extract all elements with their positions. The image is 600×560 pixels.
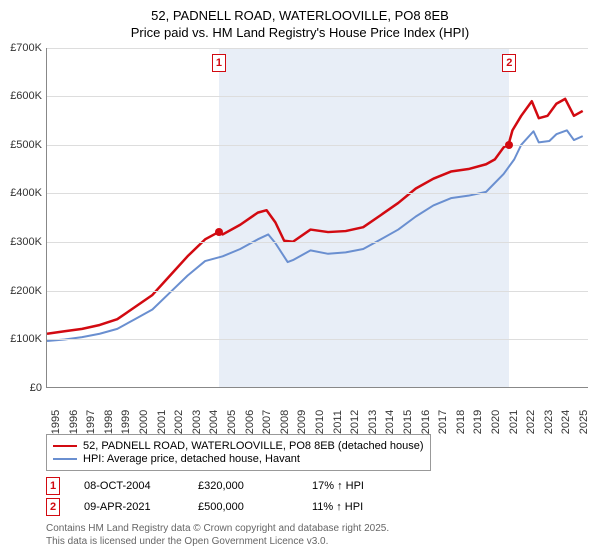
footer-line1: Contains HM Land Registry data © Crown c…	[46, 522, 588, 535]
transaction-marker: 2	[46, 498, 60, 516]
x-tick-label: 2010	[314, 410, 326, 434]
x-tick-label: 2008	[279, 410, 291, 434]
x-tick-label: 2013	[367, 410, 379, 434]
gridline	[47, 96, 588, 97]
marker-box-1: 1	[212, 54, 226, 72]
transaction-price: £320,000	[198, 480, 288, 492]
marker-box-2: 2	[502, 54, 516, 72]
y-tick-label: £600K	[10, 90, 42, 102]
gridline	[47, 193, 588, 194]
legend-label: HPI: Average price, detached house, Hava…	[83, 453, 300, 465]
transaction-delta: 11% ↑ HPI	[312, 501, 402, 513]
transaction-marker: 1	[46, 477, 60, 495]
x-tick-label: 2004	[208, 410, 220, 434]
x-tick-label: 2006	[244, 410, 256, 434]
transaction-row: 2 09-APR-2021 £500,000 11% ↑ HPI	[46, 498, 588, 516]
chart-title: 52, PADNELL ROAD, WATERLOOVILLE, PO8 8EB…	[12, 8, 588, 42]
legend-label: 52, PADNELL ROAD, WATERLOOVILLE, PO8 8EB…	[83, 440, 424, 452]
transaction-row: 1 08-OCT-2004 £320,000 17% ↑ HPI	[46, 477, 588, 495]
legend-swatch	[53, 445, 77, 447]
footer-attribution: Contains HM Land Registry data © Crown c…	[46, 522, 588, 548]
x-tick-label: 2005	[226, 410, 238, 434]
chart: £0£100K£200K£300K£400K£500K£600K£700K 12…	[12, 48, 588, 428]
gridline	[47, 339, 588, 340]
series-price_paid	[47, 99, 583, 334]
title-line2: Price paid vs. HM Land Registry's House …	[12, 25, 588, 42]
x-tick-label: 2011	[332, 410, 344, 434]
x-tick-label: 2009	[296, 410, 308, 434]
y-tick-label: £700K	[10, 42, 42, 54]
x-tick-label: 2000	[138, 410, 150, 434]
x-tick-label: 2018	[455, 410, 467, 434]
gridline	[47, 48, 588, 49]
gridline	[47, 242, 588, 243]
marker-dot-2	[505, 141, 513, 149]
legend-swatch	[53, 458, 77, 460]
x-tick-label: 2007	[261, 410, 273, 434]
transaction-delta: 17% ↑ HPI	[312, 480, 402, 492]
x-tick-label: 2021	[508, 410, 520, 434]
footer-line2: This data is licensed under the Open Gov…	[46, 535, 588, 548]
x-tick-label: 2017	[437, 410, 449, 434]
x-tick-label: 2019	[472, 410, 484, 434]
x-tick-label: 2023	[543, 410, 555, 434]
title-line1: 52, PADNELL ROAD, WATERLOOVILLE, PO8 8EB	[12, 8, 588, 25]
x-tick-label: 1997	[85, 410, 97, 434]
gridline	[47, 291, 588, 292]
x-tick-label: 1995	[50, 410, 62, 434]
x-tick-label: 2001	[156, 410, 168, 434]
y-tick-label: £100K	[10, 333, 42, 345]
x-tick-label: 2012	[349, 410, 361, 434]
x-tick-label: 1999	[120, 410, 132, 434]
y-tick-label: £300K	[10, 236, 42, 248]
y-tick-label: £500K	[10, 139, 42, 151]
series-hpi	[47, 130, 583, 341]
legend-item: HPI: Average price, detached house, Hava…	[53, 453, 424, 465]
legend-item: 52, PADNELL ROAD, WATERLOOVILLE, PO8 8EB…	[53, 440, 424, 452]
y-tick-label: £400K	[10, 187, 42, 199]
transaction-date: 08-OCT-2004	[84, 480, 174, 492]
x-tick-label: 2020	[490, 410, 502, 434]
x-tick-label: 2016	[420, 410, 432, 434]
y-tick-label: £200K	[10, 285, 42, 297]
legend: 52, PADNELL ROAD, WATERLOOVILLE, PO8 8EB…	[46, 434, 431, 471]
x-tick-label: 1998	[103, 410, 115, 434]
transaction-price: £500,000	[198, 501, 288, 513]
transactions-table: 1 08-OCT-2004 £320,000 17% ↑ HPI 2 09-APR-202…	[46, 477, 588, 516]
x-tick-label: 1996	[68, 410, 80, 434]
marker-dot-1	[215, 228, 223, 236]
x-tick-label: 2024	[560, 410, 572, 434]
x-tick-label: 2015	[402, 410, 414, 434]
x-tick-label: 2003	[191, 410, 203, 434]
x-tick-label: 2025	[578, 410, 590, 434]
y-tick-label: £0	[30, 382, 42, 394]
x-tick-label: 2002	[173, 410, 185, 434]
transaction-date: 09-APR-2021	[84, 501, 174, 513]
x-tick-label: 2022	[525, 410, 537, 434]
x-tick-label: 2014	[384, 410, 396, 434]
